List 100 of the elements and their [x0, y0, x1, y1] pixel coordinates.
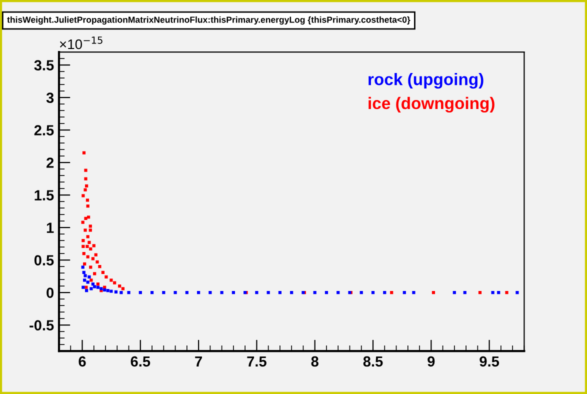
text: ×10$^{−15}$ [60, 36, 102, 50]
point [86, 198, 90, 202]
point [91, 257, 95, 260]
point [113, 281, 116, 284]
y-tick-label: 2 [46, 158, 54, 168]
point [84, 168, 88, 172]
point [383, 290, 386, 294]
point [110, 290, 113, 293]
y-tick-label: 0 [46, 288, 54, 298]
point [93, 272, 96, 276]
point [90, 278, 93, 282]
point [86, 204, 90, 208]
point [88, 240, 91, 244]
point [101, 270, 105, 274]
point [491, 290, 494, 294]
x-tick-label: 6.5 [130, 356, 150, 367]
point [84, 274, 87, 278]
point [336, 290, 340, 294]
point [81, 220, 84, 224]
point [360, 290, 363, 294]
point [266, 290, 270, 294]
y-tick-label: 1.5 [34, 190, 54, 200]
y-tick-label: 3.5 [34, 60, 54, 70]
y-tick-label: 2.5 [34, 125, 54, 136]
x-tick-label: 7 [195, 356, 202, 366]
point [82, 151, 86, 154]
point [432, 290, 436, 294]
point [278, 290, 282, 294]
point [85, 289, 88, 292]
point [84, 286, 88, 289]
point [516, 290, 519, 294]
point [82, 252, 86, 256]
point [114, 290, 118, 294]
point [84, 188, 87, 192]
point [106, 289, 110, 292]
point [90, 287, 93, 290]
point [110, 278, 113, 282]
point [83, 278, 86, 282]
y-tick-label: 0.5 [34, 255, 54, 266]
point [138, 290, 142, 294]
point [88, 228, 92, 232]
point [92, 244, 96, 248]
x-tick-label: 8 [311, 356, 318, 367]
point [82, 238, 85, 242]
point [127, 290, 130, 294]
point [93, 285, 96, 288]
point [197, 290, 200, 294]
y-tick-label: 3 [46, 92, 54, 103]
point [103, 288, 106, 292]
point [162, 290, 166, 294]
point [313, 290, 316, 294]
point [505, 290, 508, 294]
point [104, 275, 108, 278]
point [371, 290, 375, 294]
point [84, 228, 87, 232]
point [232, 290, 235, 294]
point [86, 235, 90, 238]
point [324, 290, 328, 294]
x-tick-label: 9 [428, 356, 435, 367]
y-tick-label: -0.5 [30, 320, 54, 330]
point [86, 255, 90, 258]
point [390, 290, 394, 294]
point [208, 290, 212, 294]
x-tick-label: 8.5 [363, 356, 383, 367]
x-tick-label: 6 [78, 356, 86, 367]
point [86, 244, 89, 248]
point [81, 266, 84, 269]
point [84, 216, 88, 220]
point [82, 270, 86, 274]
point [96, 286, 100, 289]
point [220, 290, 224, 294]
point [82, 194, 85, 198]
point [174, 290, 177, 294]
text: rock (upgoing) [368, 72, 484, 89]
point [86, 280, 90, 284]
point [88, 224, 92, 228]
point [463, 290, 466, 294]
point [89, 266, 92, 269]
point [497, 290, 500, 294]
point [82, 244, 85, 248]
point [82, 286, 85, 289]
point [94, 253, 98, 256]
point [290, 290, 294, 294]
point [412, 290, 416, 294]
point [83, 262, 86, 266]
point [478, 290, 482, 294]
point [89, 247, 92, 251]
point [255, 290, 258, 294]
point [84, 177, 88, 180]
x-tick-label: 9.5 [480, 356, 500, 367]
text: ice (downgoing) [368, 96, 494, 113]
point [118, 284, 122, 288]
point [120, 290, 123, 294]
point [85, 184, 88, 188]
point [98, 264, 102, 268]
point [402, 290, 406, 294]
chart-title: thisWeight.JulietPropagationMatrixNeutrinoFlux:thisPrimary.energyLog {thisPrimary.costheta<0} [7, 16, 410, 25]
x-tick-label: 7.5 [247, 356, 266, 367]
point [150, 290, 154, 294]
point [96, 282, 100, 286]
